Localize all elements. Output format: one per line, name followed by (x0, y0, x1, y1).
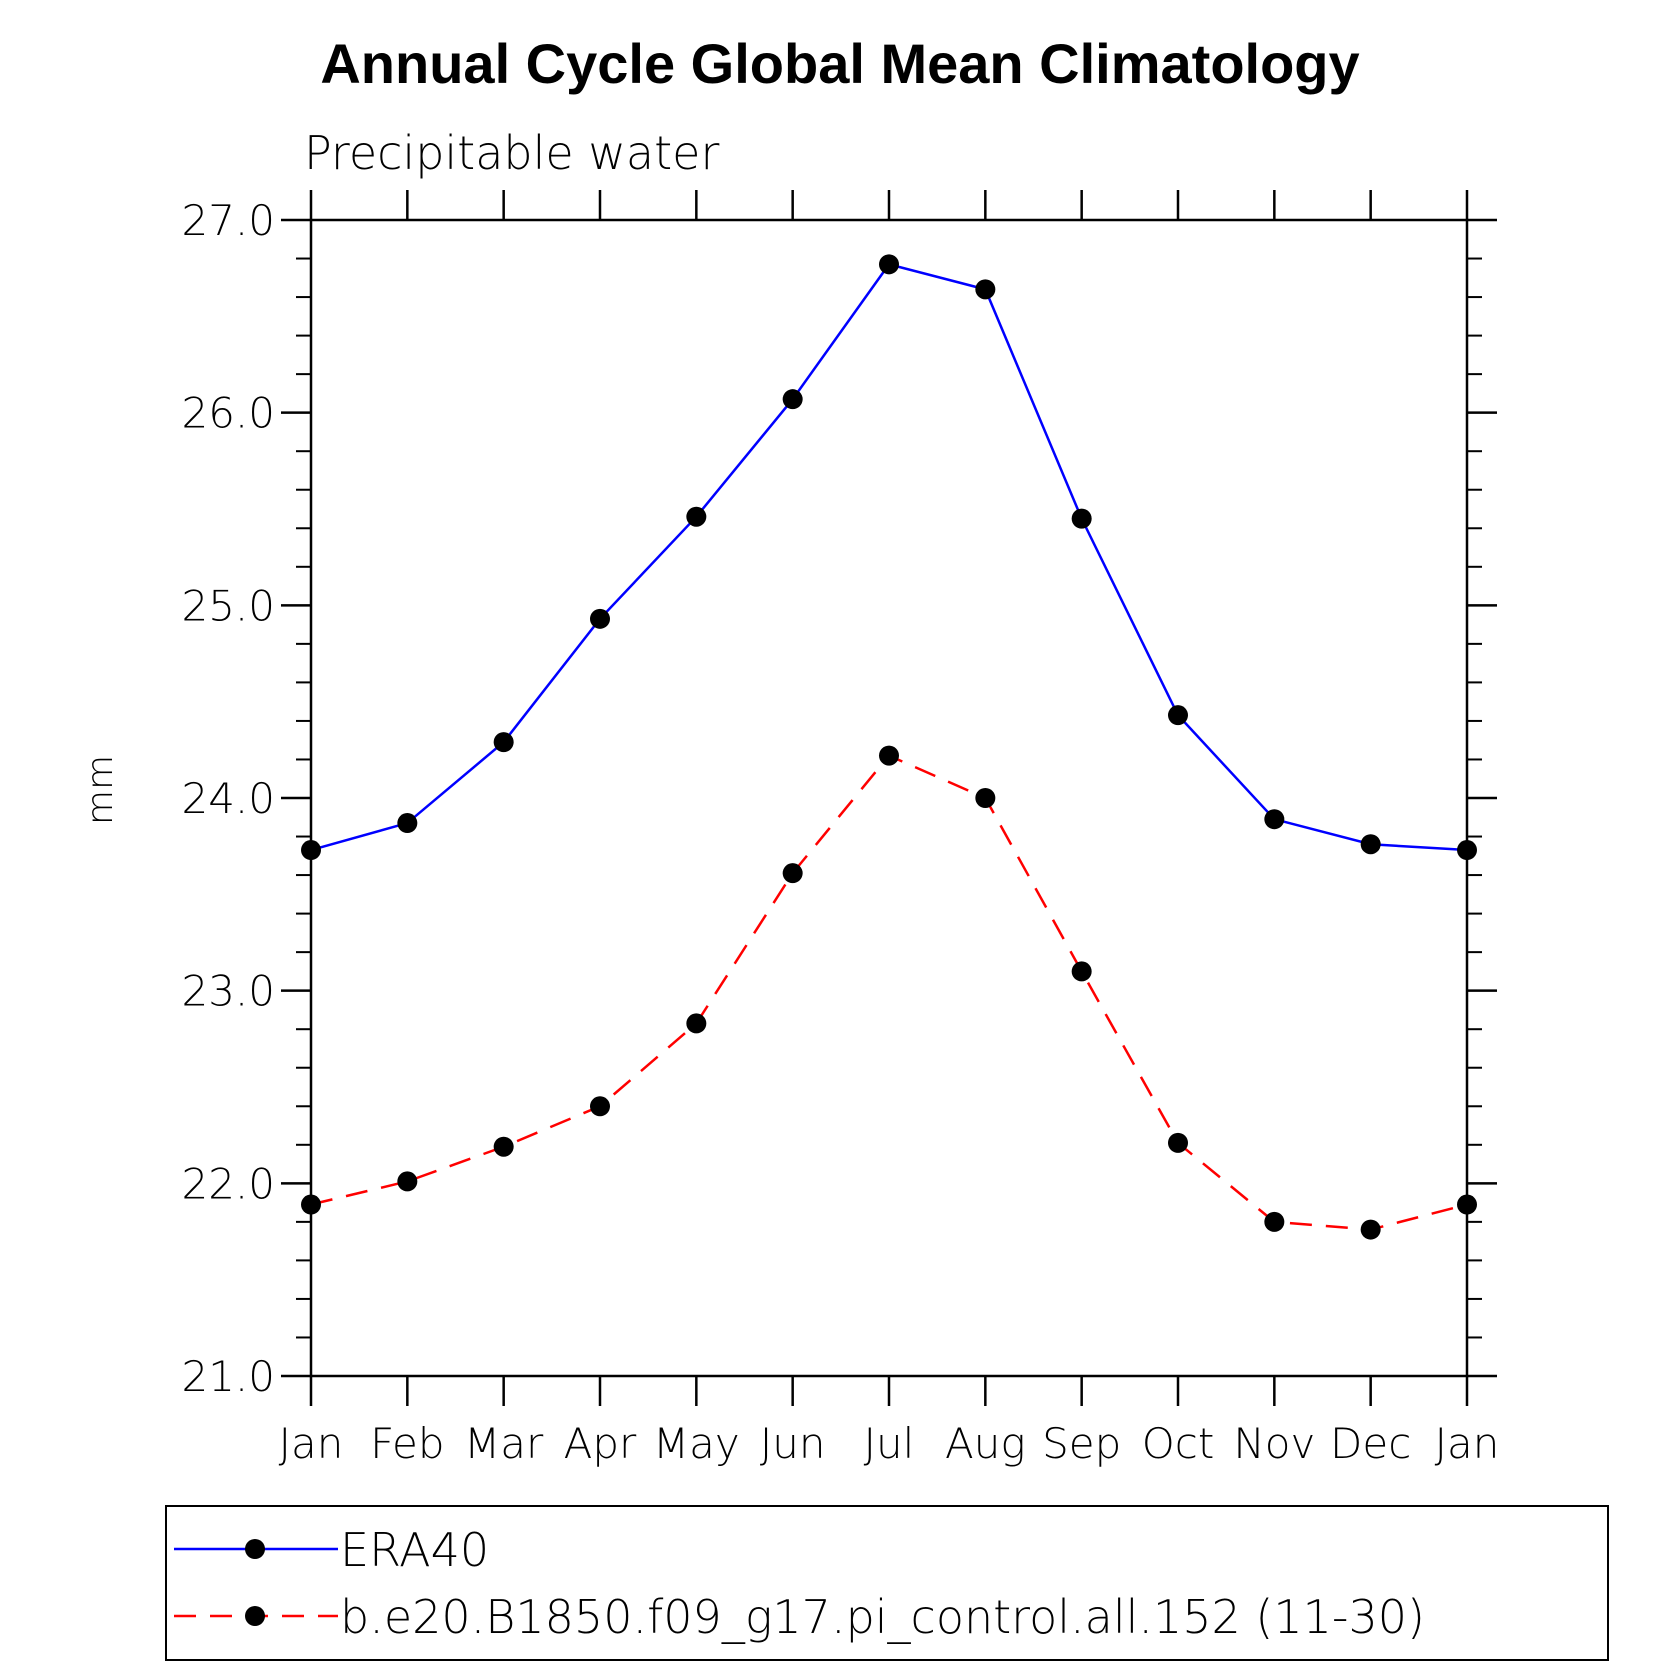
data-point (1071, 508, 1092, 529)
data-point (686, 1013, 707, 1034)
plot-frame (309, 218, 1469, 1378)
data-point (301, 1194, 321, 1215)
data-point (397, 813, 418, 834)
data-point (590, 1096, 610, 1117)
data-point (1264, 809, 1285, 830)
series-points (301, 254, 1477, 1240)
y-tick-label: 26.0 (181, 389, 275, 438)
y-axis-label: mm (80, 755, 121, 825)
x-tick-label: Feb (370, 1419, 444, 1468)
x-tick-label: Oct (1142, 1419, 1215, 1468)
x-tick-label: Mar (464, 1419, 544, 1468)
legend-label-era40: ERA40 (340, 1523, 489, 1577)
data-point (1264, 1211, 1285, 1232)
y-tick-label: 22.0 (181, 1159, 275, 1208)
axis-ticks (281, 190, 1497, 1406)
x-tick-label: Sep (1042, 1419, 1121, 1468)
y-tick-label: 25.0 (181, 581, 275, 630)
x-tick-label: Nov (1233, 1419, 1315, 1468)
data-point (493, 732, 514, 753)
x-tick-label: Jan (1435, 1419, 1500, 1468)
data-point (1071, 961, 1092, 982)
y-tick-labels: 21.0 22.0 23.0 24.0 25.0 26.0 27.0 (181, 196, 275, 1401)
legend-marker-era40 (245, 1539, 265, 1559)
x-tick-label: Jun (760, 1419, 826, 1468)
y-tick-label: 21.0 (181, 1352, 275, 1401)
data-point (1168, 705, 1188, 726)
x-tick-label: May (653, 1419, 740, 1468)
data-point (686, 506, 707, 527)
data-point (1457, 1194, 1477, 1215)
x-tick-labels: Jan Feb Mar Apr May Jun Jul Aug Sep Oct Nov Dec Jan (279, 1419, 1500, 1468)
x-tick-label: Aug (945, 1419, 1026, 1468)
legend-label-model: b.e20.B1850.f09_g17.pi_control.all.152 (… (340, 1590, 1425, 1644)
data-point (301, 840, 321, 861)
x-tick-label: Dec (1330, 1419, 1411, 1468)
legend-marker-model (245, 1606, 265, 1626)
chart-subtitle: Precipitable water (304, 126, 719, 180)
x-tick-label: Jan (279, 1419, 344, 1468)
x-tick-label: Apr (564, 1419, 637, 1468)
data-point (782, 863, 803, 884)
data-point (493, 1136, 514, 1157)
data-point (1168, 1132, 1188, 1153)
data-point (590, 608, 610, 629)
data-point (879, 254, 899, 275)
legend: ERA40 b.e20.B1850.f09_g17.pi_control.all… (165, 1505, 1609, 1661)
data-point (975, 788, 996, 808)
data-point (975, 279, 996, 300)
data-point (879, 745, 899, 766)
legend-box (165, 1505, 1609, 1661)
chart-title: Annual Cycle Global Mean Climatology (320, 32, 1359, 95)
y-tick-label: 27.0 (181, 196, 275, 245)
data-point (397, 1171, 418, 1192)
plot-border (309, 218, 1469, 1378)
data-point (782, 389, 803, 410)
data-point (1360, 1219, 1381, 1240)
y-tick-label: 24.0 (181, 774, 275, 823)
x-tick-label: Jul (864, 1419, 915, 1468)
data-point (1457, 840, 1477, 861)
series-line-1 (310, 754, 1468, 1231)
y-tick-label: 23.0 (181, 967, 275, 1016)
data-point (1360, 834, 1381, 855)
